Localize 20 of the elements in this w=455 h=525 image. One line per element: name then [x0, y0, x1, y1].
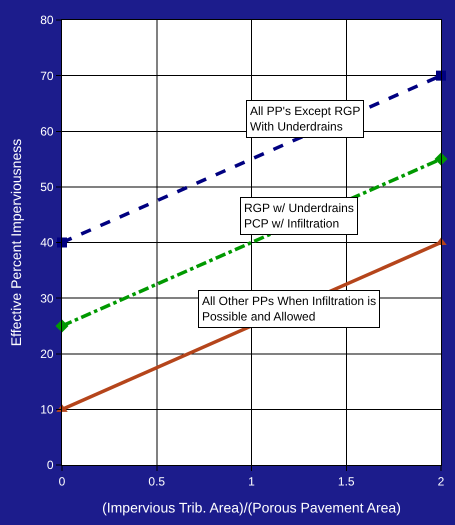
y-tick-label: 70 [40, 68, 54, 83]
y-tick-label: 80 [40, 13, 54, 28]
y-tick-label: 0 [46, 458, 54, 472]
x-tick-label: 0 [58, 474, 66, 488]
y-tick-label: 50 [40, 180, 54, 194]
point [436, 70, 446, 81]
x-tick-label: 1 [248, 474, 256, 488]
y-tick-label: 60 [40, 124, 54, 138]
series-label: All PP's Except RGP With Underdrains [250, 104, 360, 134]
x-axis-title: (Impervious Trib. Area)/(Porous Pavement Area) [102, 500, 401, 516]
y-tick-label: 10 [40, 402, 54, 417]
x-tick-label: 2 [438, 474, 445, 488]
y-tick-label: 40 [40, 236, 54, 250]
y-tick-label: 20 [40, 346, 54, 361]
y-axis-title: Effective Percent Imperviousness [8, 138, 24, 346]
series-label: All Other PPs When Infiltration is Possible and Allowed [202, 294, 376, 324]
series-label: RGP w/ Underdrains PCP w/ Infiltration [244, 201, 354, 231]
x-tick-label: 0.5 [148, 474, 166, 488]
x-tick-label: 1.5 [338, 474, 355, 488]
y-tick-label: 30 [40, 291, 54, 306]
